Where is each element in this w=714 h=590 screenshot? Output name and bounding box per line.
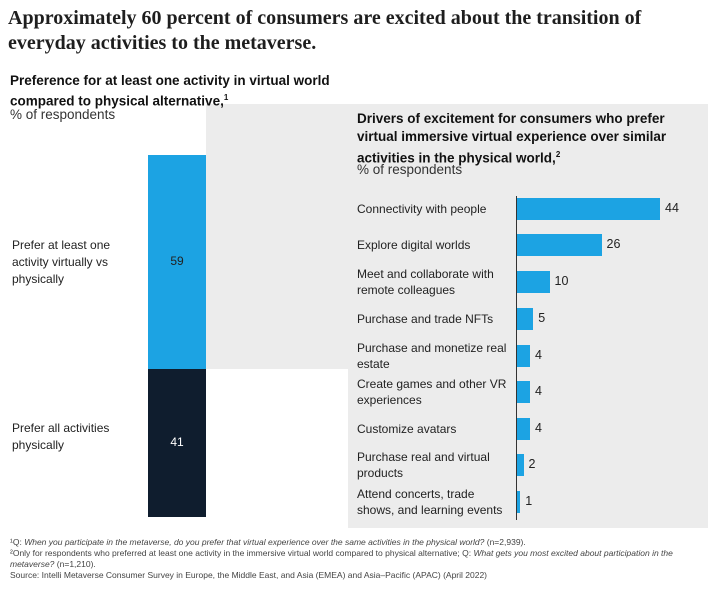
bar-value-label: 10 [554, 274, 569, 288]
stack-segment-1 [148, 155, 206, 369]
left-chart-title: Preference for at least one activity in … [10, 73, 330, 109]
bar [517, 198, 660, 220]
bar [517, 381, 530, 403]
stack-category-label: Prefer all activities physically [12, 420, 110, 452]
category-label: Customize avatars [357, 422, 457, 436]
category-label: Purchase and monetize real estate [357, 341, 507, 371]
right-chart-title: Drivers of excitement for consumers who … [357, 111, 667, 166]
category-label: Purchase and trade NFTs [357, 312, 494, 326]
category-label: Connectivity with people [357, 202, 487, 216]
bar-value-label: 1 [525, 494, 533, 508]
bar-value-label: 26 [606, 237, 621, 251]
bar [517, 271, 550, 293]
bar-value-label: 4 [535, 421, 542, 435]
stack-category-label: Prefer at least one activity virtually v… [12, 237, 111, 286]
footnote-1: ¹Q: When you participate in the metavers… [10, 537, 526, 547]
bar [517, 308, 534, 330]
bar-chart-axis [516, 196, 517, 520]
source-note: Source: Intelli Metaverse Consumer Surve… [10, 570, 488, 580]
left-chart-unit: % of respondents [10, 107, 116, 122]
stack-value-label: 59 [170, 253, 184, 268]
category-label: Attend concerts, trade shows, and learni… [357, 487, 503, 517]
bar-value-label: 4 [535, 348, 542, 362]
bar-value-label: 5 [538, 311, 546, 325]
bar [517, 454, 524, 476]
bar-value-label: 4 [535, 384, 542, 398]
right-chart-unit: % of respondents [357, 162, 463, 177]
bar [517, 234, 602, 256]
stack-segment-2 [148, 368, 206, 517]
category-label: Meet and collaborate with remote colleag… [357, 267, 494, 297]
footnote-2: ²Only for respondents who preferred at l… [10, 548, 673, 569]
category-label: Create games and other VR experiences [357, 377, 507, 407]
bar [517, 491, 521, 513]
category-label: Purchase real and virtual products [357, 450, 490, 480]
page-title: Approximately 60 percent of consumers ar… [8, 7, 642, 54]
category-label: Explore digital worlds [357, 238, 471, 252]
bar [517, 345, 530, 367]
bar [517, 418, 530, 440]
drivers-panel-background [206, 104, 708, 369]
bar-value-label: 44 [665, 201, 679, 215]
stack-value-label: 41 [170, 434, 184, 449]
bar-value-label: 2 [528, 457, 536, 471]
footnotes: ¹Q: When you participate in the metavers… [10, 537, 700, 581]
